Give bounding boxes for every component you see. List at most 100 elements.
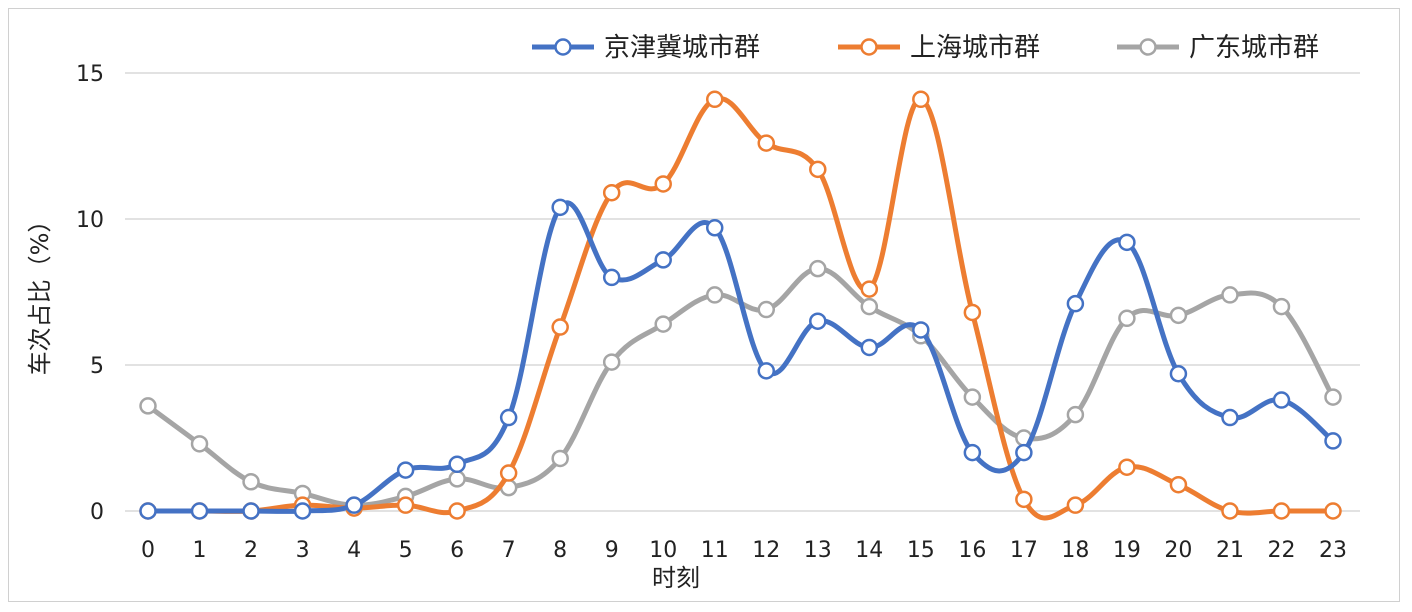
y-tick-label: 10 bbox=[76, 208, 104, 233]
data-point bbox=[1066, 294, 1085, 313]
data-point bbox=[1324, 388, 1342, 406]
data-point bbox=[1221, 502, 1239, 520]
data-point bbox=[1221, 286, 1239, 304]
x-tick-label: 16 bbox=[958, 538, 986, 563]
x-tick-labels: 0 1 2 3 4 5 6 7 8 9 10 11 12 13 14 15 16 17 18 19 20 21 22 23 bbox=[141, 538, 1347, 563]
data-point bbox=[1272, 391, 1291, 409]
series-layer bbox=[139, 90, 1342, 521]
x-tick-label: 5 bbox=[399, 538, 413, 563]
data-point bbox=[602, 268, 621, 287]
x-tick-label: 2 bbox=[244, 538, 258, 563]
x-tick-label: 4 bbox=[347, 538, 361, 563]
data-point bbox=[757, 300, 776, 319]
data-point bbox=[963, 388, 982, 406]
data-point bbox=[809, 160, 827, 179]
data-point bbox=[1066, 405, 1085, 424]
x-tick-label: 23 bbox=[1319, 538, 1347, 563]
data-point bbox=[705, 219, 724, 237]
data-point bbox=[809, 312, 827, 330]
data-point bbox=[757, 362, 776, 380]
x-tick-label: 21 bbox=[1216, 538, 1244, 563]
data-point bbox=[448, 502, 466, 520]
x-tick-label: 19 bbox=[1113, 538, 1141, 563]
legend-marker bbox=[1139, 38, 1157, 56]
series-1 bbox=[139, 90, 1342, 521]
data-point bbox=[860, 338, 879, 357]
y-tick-labels: 0 5 10 15 bbox=[76, 62, 104, 525]
x-tick-label: 17 bbox=[1010, 538, 1038, 563]
x-tick-label: 13 bbox=[804, 538, 832, 563]
y-axis-label: 车次占比（%） bbox=[26, 209, 54, 376]
data-point bbox=[1324, 502, 1342, 520]
data-point bbox=[1169, 365, 1188, 383]
data-point bbox=[190, 502, 209, 520]
x-tick-label: 11 bbox=[701, 538, 729, 563]
x-tick-label: 1 bbox=[193, 538, 207, 563]
data-point bbox=[139, 397, 157, 415]
data-point bbox=[345, 496, 363, 514]
data-point bbox=[654, 251, 672, 269]
x-axis-label: 时刻 bbox=[652, 564, 700, 592]
x-tick-label: 22 bbox=[1267, 538, 1295, 563]
data-point bbox=[1118, 458, 1136, 476]
data-point bbox=[448, 470, 466, 488]
x-tick-label: 10 bbox=[649, 538, 677, 563]
y-tick-label: 15 bbox=[76, 62, 104, 87]
data-point bbox=[912, 90, 930, 109]
data-point bbox=[139, 502, 157, 520]
data-point bbox=[860, 280, 879, 298]
x-tick-label: 15 bbox=[907, 538, 935, 563]
data-point bbox=[602, 353, 621, 371]
data-point bbox=[963, 443, 982, 462]
data-point bbox=[912, 321, 930, 339]
data-point bbox=[551, 198, 569, 217]
data-point bbox=[396, 496, 415, 514]
data-point bbox=[602, 183, 621, 202]
x-tick-label: 7 bbox=[502, 538, 516, 563]
series-line bbox=[145, 200, 1336, 514]
legend-item: 广东城市群 bbox=[1117, 33, 1319, 63]
series-0 bbox=[139, 198, 1342, 520]
data-point bbox=[1118, 309, 1136, 328]
data-point bbox=[1169, 306, 1188, 325]
x-tick-label: 8 bbox=[553, 538, 567, 563]
x-tick-label: 20 bbox=[1164, 538, 1192, 563]
data-point bbox=[860, 297, 879, 316]
data-point bbox=[1015, 490, 1033, 509]
data-point bbox=[654, 315, 672, 333]
x-tick-label: 18 bbox=[1061, 538, 1089, 563]
data-point bbox=[190, 435, 209, 453]
legend-marker bbox=[554, 38, 572, 56]
data-point bbox=[242, 502, 260, 520]
data-point bbox=[963, 303, 982, 322]
gridlines bbox=[125, 72, 1360, 512]
x-tick-label: 0 bbox=[141, 538, 155, 563]
data-point bbox=[551, 449, 569, 468]
data-point bbox=[654, 175, 672, 193]
data-point bbox=[1272, 297, 1291, 316]
data-point bbox=[1015, 443, 1033, 462]
x-tick-label: 12 bbox=[752, 538, 780, 563]
data-point bbox=[499, 408, 518, 427]
legend-label: 广东城市群 bbox=[1189, 33, 1319, 63]
data-point bbox=[705, 90, 724, 109]
legend-item: 京津冀城市群 bbox=[532, 33, 760, 63]
data-point bbox=[396, 461, 415, 479]
data-point bbox=[242, 473, 260, 491]
x-tick-label: 6 bbox=[450, 538, 464, 563]
x-tick-label: 3 bbox=[296, 538, 310, 563]
data-point bbox=[1272, 502, 1291, 520]
legend-label: 上海城市群 bbox=[910, 33, 1040, 63]
legend-marker bbox=[860, 38, 878, 56]
x-tick-label: 9 bbox=[605, 538, 619, 563]
data-point bbox=[1118, 233, 1136, 252]
data-point bbox=[499, 464, 518, 482]
data-point bbox=[1324, 432, 1342, 450]
legend: 京津冀城市群 上海城市群 广东城市群 bbox=[532, 33, 1319, 63]
x-tick-label: 14 bbox=[855, 538, 883, 563]
data-point bbox=[1169, 475, 1188, 494]
legend-label: 京津冀城市群 bbox=[604, 33, 760, 63]
data-point bbox=[809, 259, 827, 278]
y-tick-label: 5 bbox=[90, 354, 104, 379]
